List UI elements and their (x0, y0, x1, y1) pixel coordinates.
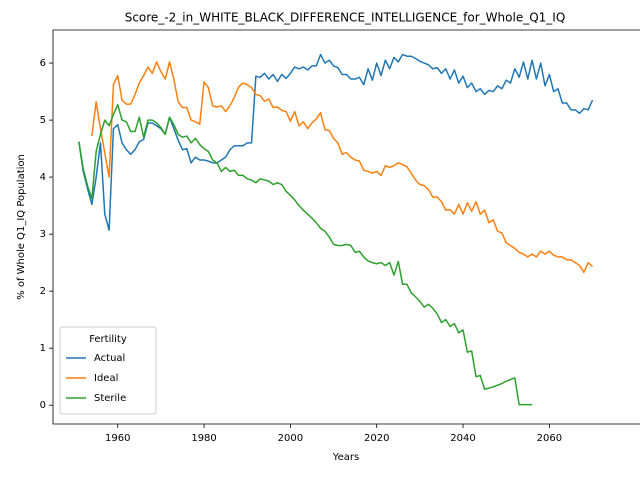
axes-frame (52, 29, 640, 425)
x-tick-label: 2000 (278, 433, 303, 444)
legend-label: Actual (94, 353, 125, 364)
y-tick-label: 3 (40, 229, 46, 240)
y-tick-label: 5 (40, 115, 46, 126)
x-tick-label: 1960 (105, 433, 130, 444)
chart-title: Score_-2_in_WHITE_BLACK_DIFFERENCE_INTEL… (125, 11, 566, 25)
x-axis-label: Years (332, 452, 359, 463)
x-tick-label: 2020 (364, 433, 389, 444)
line-series (78, 53, 594, 231)
legend-box (59, 326, 157, 415)
x-tick-label: 1980 (191, 433, 216, 444)
y-axis-label: % of Whole Q1_IQ Population (16, 154, 27, 300)
legend-label: Ideal (94, 373, 118, 384)
x-tick-label: 2040 (450, 433, 475, 444)
y-tick-label: 0 (40, 400, 46, 411)
legend-title: Fertility (89, 334, 127, 345)
y-tick-label: 6 (40, 58, 46, 69)
x-tick-label: 2060 (537, 433, 562, 444)
y-tick-label: 1 (40, 343, 46, 354)
line-series (91, 61, 594, 274)
y-tick-label: 4 (40, 172, 46, 183)
y-tick-label: 2 (40, 286, 46, 297)
legend-label: Sterile (94, 393, 126, 404)
line-series (78, 103, 533, 406)
